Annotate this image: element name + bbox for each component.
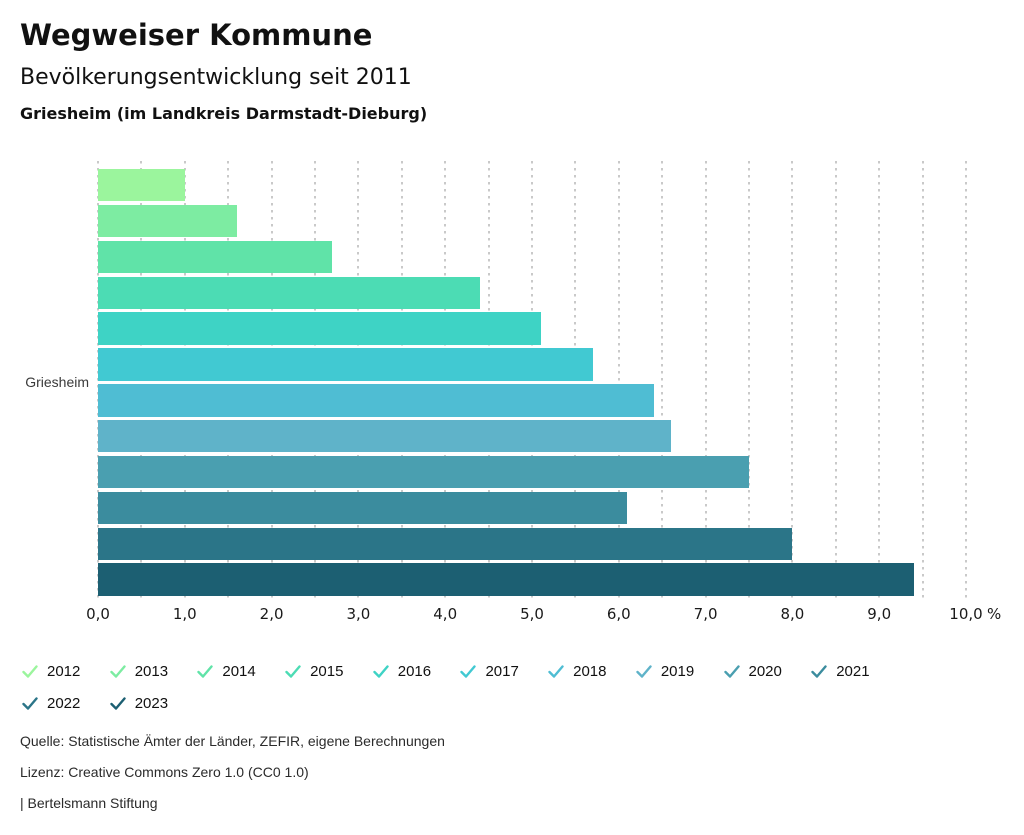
gridline xyxy=(183,161,186,602)
legend-year-label: 2016 xyxy=(397,662,432,680)
gridline xyxy=(444,161,447,602)
x-tick-label-5,0: 5,0 xyxy=(520,605,544,623)
legend-item-2021[interactable]: 2021 xyxy=(809,656,897,686)
legend-item-2017[interactable]: 2017 xyxy=(458,656,546,686)
legend-year-label: 2019 xyxy=(660,662,695,680)
gridline xyxy=(97,161,99,602)
legend-year-label: 2023 xyxy=(134,694,169,712)
bar-2017[interactable] xyxy=(98,348,593,381)
gridline xyxy=(270,161,273,602)
gridline xyxy=(357,161,360,602)
bar-2012[interactable] xyxy=(98,169,185,202)
check-icon xyxy=(723,664,740,678)
chart-location-label: Griesheim (im Landkreis Darmstadt-Diebur… xyxy=(20,104,428,123)
header: Wegweiser Kommune Bevölkerungsentwicklun… xyxy=(20,18,427,123)
gridline xyxy=(400,161,403,602)
x-tick-label-3,0: 3,0 xyxy=(346,605,371,623)
plot-area: Griesheim xyxy=(25,161,967,602)
bar-2018[interactable] xyxy=(98,384,654,417)
legend-item-2016[interactable]: 2016 xyxy=(371,656,459,686)
gridline xyxy=(791,161,794,602)
legend-year-label: 2014 xyxy=(222,662,256,680)
gridline xyxy=(574,161,577,602)
bar-2014[interactable] xyxy=(98,240,333,274)
gridline xyxy=(531,161,533,602)
gridline xyxy=(834,161,837,602)
legend-year-label: 2021 xyxy=(836,662,870,680)
check-icon xyxy=(197,664,214,678)
x-axis-unit-label: % xyxy=(987,605,1002,623)
x-tick-label-6,0: 6,0 xyxy=(606,605,631,623)
gridline xyxy=(140,161,143,602)
gridline xyxy=(227,161,230,602)
check-icon xyxy=(22,664,38,678)
bar-2019[interactable] xyxy=(98,420,671,453)
legend-item-2019[interactable]: 2019 xyxy=(634,656,722,686)
legend-year-label: 2020 xyxy=(748,662,782,680)
check-icon xyxy=(22,696,38,710)
x-tick-label-4,0: 4,0 xyxy=(433,605,458,623)
legend-year-label: 2013 xyxy=(134,662,169,680)
legend-year-label: 2012 xyxy=(47,662,81,680)
page-title: Wegweiser Kommune xyxy=(20,18,373,52)
bar-2015[interactable] xyxy=(98,276,480,309)
check-icon xyxy=(285,664,301,678)
footer-license: Lizenz: Creative Commons Zero 1.0 (CC0 1… xyxy=(20,764,309,780)
y-axis-group-label: Griesheim xyxy=(25,373,89,390)
gridline xyxy=(748,161,750,602)
bar-2016[interactable] xyxy=(98,312,541,345)
legend-item-2014[interactable]: 2014 xyxy=(195,656,283,686)
legend-year-label: 2022 xyxy=(47,694,81,712)
chart-subtitle: Bevölkerungsentwicklung seit 2011 xyxy=(20,65,412,90)
x-tick-label-9,0: 9,0 xyxy=(867,605,892,623)
x-tick-label-8,0: 8,0 xyxy=(780,605,805,623)
footer-attribution: | Bertelsmann Stiftung xyxy=(20,795,158,811)
check-icon xyxy=(548,664,564,678)
bar-2023[interactable] xyxy=(98,563,914,596)
gridline xyxy=(965,161,967,602)
gridline xyxy=(661,161,664,602)
legend-year-label: 2017 xyxy=(485,662,519,680)
bar-2022[interactable] xyxy=(98,527,793,560)
legend-year-label: 2018 xyxy=(573,662,607,680)
legend-item-2012[interactable]: 2012 xyxy=(20,656,108,686)
x-tick-label-2,0: 2,0 xyxy=(259,605,284,623)
legend-item-2018[interactable]: 2018 xyxy=(546,656,634,686)
x-tick-label-7,0: 7,0 xyxy=(693,605,718,623)
check-icon xyxy=(109,664,126,678)
check-icon xyxy=(373,664,389,678)
x-axis: % 0,0 1,0 2,0 3,0 4,0 5,0 6,0 7,0 8,0 9,0 10,0 xyxy=(86,605,1001,627)
check-icon xyxy=(811,664,827,678)
footer-source: Quelle: Statistische Ämter der Länder, Z… xyxy=(20,733,445,749)
gridline xyxy=(617,161,620,602)
legend-item-2013[interactable]: 2013 xyxy=(108,656,196,686)
x-tick-label-10,0: 10,0 xyxy=(949,605,983,623)
legend-item-2023[interactable]: 2023 xyxy=(108,688,196,718)
gridline xyxy=(878,161,881,602)
legend-item-2015[interactable]: 2015 xyxy=(283,656,371,686)
gridlines xyxy=(97,161,967,602)
gridline xyxy=(704,161,707,602)
check-icon xyxy=(109,696,126,710)
gridline xyxy=(921,161,924,602)
gridline xyxy=(314,161,316,602)
legend: 2012 2013 2014 2015 2016 2017 2018 2019 2020 2021… xyxy=(20,656,920,718)
bar-2021[interactable] xyxy=(98,491,628,525)
x-tick-label-0,0: 0,0 xyxy=(86,605,110,623)
bar-2013[interactable] xyxy=(98,204,237,238)
bars xyxy=(98,161,966,602)
legend-item-2022[interactable]: 2022 xyxy=(20,688,108,718)
check-icon xyxy=(636,664,652,678)
check-icon xyxy=(460,664,477,678)
x-tick-label-1,0: 1,0 xyxy=(172,605,197,623)
gridline xyxy=(487,161,490,602)
legend-year-label: 2015 xyxy=(310,662,344,680)
bar-2020[interactable] xyxy=(98,455,749,489)
legend-item-2020[interactable]: 2020 xyxy=(722,656,810,686)
